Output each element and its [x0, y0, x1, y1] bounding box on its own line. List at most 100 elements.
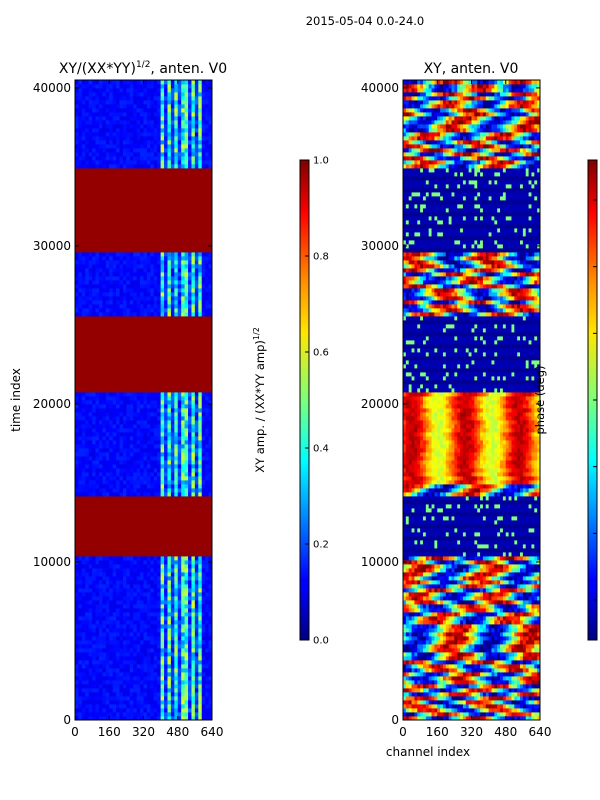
heatmap-cell	[157, 412, 162, 417]
heatmap-cell	[95, 232, 100, 237]
heatmap-cell	[157, 496, 162, 501]
heatmap-cell	[112, 700, 117, 705]
heatmap-cell	[92, 460, 96, 465]
heatmap-cell	[188, 528, 192, 533]
heatmap-cell	[198, 316, 203, 321]
heatmap-cell	[157, 336, 162, 341]
heatmap-cell	[78, 460, 83, 465]
heatmap-cell	[174, 276, 179, 281]
heatmap-cell	[143, 240, 148, 245]
heatmap-cell	[181, 260, 185, 265]
heatmap-cell	[174, 268, 179, 273]
heatmap-cell	[208, 596, 212, 601]
heatmap-cell	[85, 664, 90, 669]
heatmap-cell	[191, 488, 196, 493]
heatmap-cell	[150, 540, 155, 545]
heatmap-cell	[116, 308, 120, 313]
heatmap-cell	[119, 248, 124, 253]
heatmap-cell	[208, 536, 212, 541]
heatmap-cell	[92, 408, 96, 413]
heatmap-cell	[177, 556, 182, 561]
heatmap-cell	[78, 556, 83, 561]
heatmap-cell	[78, 536, 83, 541]
heatmap-cell	[143, 320, 148, 325]
heatmap-cell	[95, 592, 100, 597]
heatmap-cell	[85, 364, 90, 369]
heatmap-cell	[157, 632, 162, 637]
heatmap-cell	[102, 316, 107, 321]
heatmap-cell	[78, 672, 83, 677]
heatmap-cell	[184, 592, 189, 597]
heatmap-cell	[198, 564, 203, 569]
heatmap-cell	[119, 244, 124, 249]
heatmap-cell	[205, 388, 209, 393]
heatmap-cell	[201, 584, 206, 589]
heatmap-cell	[92, 500, 96, 505]
heatmap-cell	[122, 324, 127, 329]
heatmap-cell	[129, 296, 134, 301]
heatmap-cell	[105, 508, 110, 513]
heatmap-cell	[78, 712, 83, 717]
heatmap-cell	[129, 664, 134, 669]
heatmap-cell	[184, 436, 189, 441]
left-title-tail: , anten. V0	[150, 61, 227, 77]
heatmap-cell	[188, 316, 192, 321]
heatmap-cell	[92, 528, 96, 533]
heatmap-cell	[136, 652, 141, 657]
heatmap-cell	[95, 428, 100, 433]
heatmap-cell	[116, 516, 120, 521]
heatmap-cell	[133, 648, 138, 653]
heatmap-cell	[92, 364, 96, 369]
heatmap-cell	[153, 412, 158, 417]
heatmap-cell	[170, 272, 175, 277]
heatmap-cell	[194, 276, 199, 281]
heatmap-cell	[205, 548, 209, 553]
heatmap-cell	[133, 264, 138, 269]
heatmap-cell	[188, 664, 192, 669]
heatmap-cell	[157, 308, 162, 313]
heatmap-cell	[92, 380, 96, 385]
heatmap-cell	[208, 592, 212, 597]
heatmap-cell	[119, 488, 124, 493]
heatmap-cell	[153, 352, 158, 357]
heatmap-cell	[75, 624, 79, 629]
heatmap-cell	[95, 372, 100, 377]
heatmap-cell	[85, 276, 90, 281]
heatmap-cell	[95, 364, 100, 369]
heatmap-cell	[164, 616, 168, 621]
heatmap-cell	[98, 472, 103, 477]
heatmap-cell	[75, 308, 79, 313]
heatmap-cell	[198, 268, 203, 273]
heatmap-cell	[170, 660, 175, 665]
heatmap-cell	[136, 424, 141, 429]
heatmap-cell	[75, 384, 79, 389]
heatmap-cell	[153, 476, 158, 481]
heatmap-cell	[81, 272, 86, 277]
heatmap-cell	[184, 332, 189, 337]
heatmap-cell	[157, 464, 162, 469]
heatmap-cell	[140, 236, 144, 241]
heatmap-cell	[136, 436, 141, 441]
heatmap-cell	[95, 288, 100, 293]
heatmap-cell	[205, 296, 209, 301]
heatmap-cell	[170, 440, 175, 445]
heatmap-cell	[88, 700, 93, 705]
heatmap-cell	[119, 316, 124, 321]
heatmap-cell	[208, 264, 212, 269]
heatmap-cell	[75, 376, 79, 381]
heatmap-cell	[194, 496, 199, 501]
heatmap-cell	[122, 540, 127, 545]
heatmap-cell	[153, 368, 158, 373]
heatmap-cell	[150, 472, 155, 477]
heatmap-cell	[109, 532, 114, 537]
heatmap-cell	[184, 472, 189, 477]
heatmap-cell	[177, 620, 182, 625]
heatmap-cell	[188, 616, 192, 621]
heatmap-cell	[95, 640, 100, 645]
heatmap-cell	[157, 240, 162, 245]
heatmap-cell	[160, 712, 165, 717]
heatmap-cell	[170, 296, 175, 301]
heatmap-cell	[194, 516, 199, 521]
heatmap-cell	[164, 632, 168, 637]
heatmap-cell	[164, 584, 168, 589]
